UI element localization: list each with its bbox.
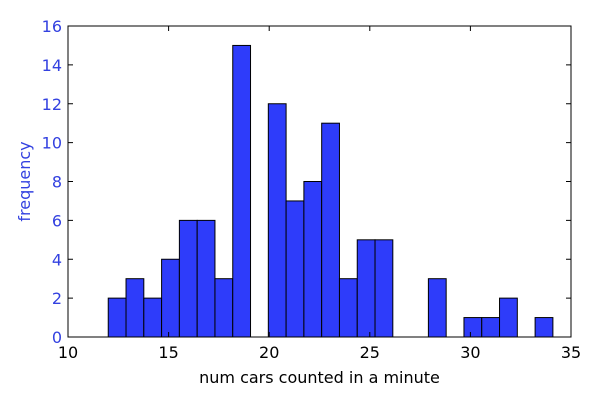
histogram-bar xyxy=(374,239,394,338)
x-tick-label: 30 xyxy=(460,343,480,362)
histogram-bar xyxy=(481,317,501,338)
histogram-bar xyxy=(143,297,163,338)
histogram-bar xyxy=(303,181,323,338)
x-axis-label: num cars counted in a minute xyxy=(199,368,440,387)
y-tick-label: 6 xyxy=(52,211,62,230)
plot-frame xyxy=(67,25,572,338)
x-tick-label: 10 xyxy=(58,343,78,362)
bars-group xyxy=(107,44,554,338)
y-tick-label: 12 xyxy=(42,95,62,114)
histogram-bar xyxy=(232,44,252,338)
x-tick-label: 15 xyxy=(158,343,178,362)
histogram-bar xyxy=(214,278,234,338)
y-tick-labels: 0 2 4 6 8 10 12 14 16 xyxy=(42,17,62,347)
histogram-bar xyxy=(125,278,145,338)
histogram-bar xyxy=(356,239,376,338)
histogram-bar xyxy=(338,278,358,338)
histogram-bar xyxy=(499,297,518,338)
y-tick-label: 10 xyxy=(42,134,62,153)
histogram-bar xyxy=(463,317,483,338)
y-axis-label: frequency xyxy=(15,141,34,221)
histogram-bar xyxy=(161,258,180,338)
histogram-bar xyxy=(196,219,216,338)
y-tick-label: 4 xyxy=(52,250,62,269)
y-tick-label: 16 xyxy=(42,17,62,36)
y-tick-label: 14 xyxy=(42,56,62,75)
histogram-bar xyxy=(427,278,447,338)
y-tick-label: 0 xyxy=(52,328,62,347)
histogram-bar xyxy=(534,317,554,338)
x-tick-labels: 10 15 20 25 30 35 xyxy=(58,343,581,362)
y-tick-label: 2 xyxy=(52,289,62,308)
histogram-bar xyxy=(285,200,305,338)
x-tick-label: 20 xyxy=(259,343,279,362)
histogram-bar xyxy=(107,297,127,338)
histogram-bar xyxy=(321,122,340,338)
histogram-bar xyxy=(267,103,287,338)
histogram-bar xyxy=(178,219,198,338)
x-tick-label: 25 xyxy=(360,343,380,362)
y-tick-label: 8 xyxy=(52,173,62,192)
x-tick-label: 35 xyxy=(561,343,581,362)
